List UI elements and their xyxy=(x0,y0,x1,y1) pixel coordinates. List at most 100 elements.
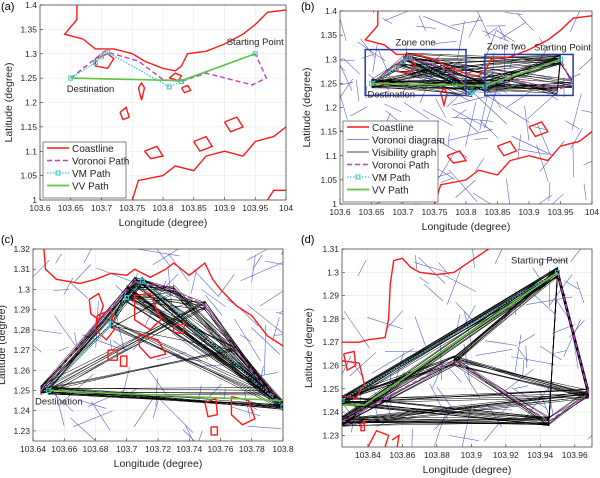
y-tick-label: 1.25 xyxy=(20,73,37,83)
coastline xyxy=(342,360,366,399)
voronoi-diagram-edge xyxy=(365,85,367,99)
x-axis-label: Longitude (degree) xyxy=(423,464,512,476)
voronoi-path xyxy=(342,272,590,423)
voronoi-diagram-edge xyxy=(37,330,62,334)
coastline xyxy=(143,145,165,160)
y-tick-label: 1.15 xyxy=(320,127,337,137)
y-tick-label: 1.4 xyxy=(325,6,337,16)
x-tick-label: 103.95 xyxy=(548,207,574,217)
voronoi-diagram-edge xyxy=(246,249,267,261)
axes-frame xyxy=(341,248,593,448)
voronoi-diagram-edge xyxy=(163,273,179,289)
visibility-graph-edge xyxy=(371,53,407,85)
voronoi-diagram-edge xyxy=(525,345,528,369)
coastline xyxy=(204,397,219,418)
x-tick-label: 103.95 xyxy=(242,203,268,213)
voronoi-diagram-edge xyxy=(472,249,475,268)
legend-entry: Visibility graph xyxy=(372,148,436,159)
visibility-graph-edge xyxy=(267,386,283,409)
voronoi-diagram-edge xyxy=(239,334,252,342)
visibility-graph-edge xyxy=(142,280,174,294)
visibility-graph-edge xyxy=(548,396,589,422)
y-tick-label: 1 xyxy=(32,195,37,205)
voronoi-diagram-edge xyxy=(411,428,413,447)
visibility-graph-edge xyxy=(484,56,561,83)
visibility-graph-edge xyxy=(548,271,558,427)
y-tick-label: 1.24 xyxy=(13,406,30,416)
voronoi-diagram-edge xyxy=(514,385,529,389)
visibility-graph-edge xyxy=(173,291,268,393)
visibility-graph-edge xyxy=(40,387,268,389)
visibility-graph-edge xyxy=(342,268,558,397)
visibility-graph-edge xyxy=(465,63,561,81)
visibility-graph-edge xyxy=(342,393,589,421)
voronoi-diagram-edge xyxy=(386,310,403,330)
y-tick-label: 1.35 xyxy=(20,24,37,34)
coastline xyxy=(360,420,366,432)
axes-frame xyxy=(339,10,593,205)
coastline xyxy=(496,140,518,157)
voronoi-diagram-edge xyxy=(351,360,362,376)
voronoi-diagram-edge xyxy=(372,43,378,73)
visibility-graph-edge xyxy=(342,404,549,425)
y-tick-label: 1 xyxy=(332,199,337,209)
x-tick-label: 103.96 xyxy=(562,450,588,460)
voronoi-diagram-edge xyxy=(385,110,398,121)
voronoi-diagram-edge xyxy=(418,256,446,284)
voronoi-diagram-edge xyxy=(251,327,281,355)
voronoi-diagram-edge xyxy=(565,120,580,130)
voronoi-diagram-edge xyxy=(499,22,526,40)
visibility-graph-edge xyxy=(342,356,455,422)
vm-path-marker xyxy=(108,321,114,327)
voronoi-diagram-edge xyxy=(340,78,354,98)
voronoi-diagram-edge xyxy=(487,95,530,123)
voronoi-diagram-edge xyxy=(223,388,226,399)
x-tick-label: 103.6 xyxy=(29,203,51,213)
voronoi-diagram-edge xyxy=(449,368,462,383)
visibility-graph-edge xyxy=(342,393,589,420)
x-tick-label: 103.6 xyxy=(329,207,351,217)
voronoi-diagram-edge xyxy=(190,270,197,294)
x-tick-label: 103.78 xyxy=(239,444,265,454)
panel-label: (c) xyxy=(1,234,14,246)
voronoi-diagram-edge xyxy=(494,249,503,264)
visibility-graph-edge xyxy=(342,404,549,425)
vm-path-marker xyxy=(139,278,145,284)
visibility-graph-edge xyxy=(454,364,589,399)
visibility-graph-edge xyxy=(126,301,237,355)
visibility-graph-edge xyxy=(134,276,143,285)
y-tick-label: 1.31 xyxy=(322,244,339,254)
panel-label: (a) xyxy=(1,1,14,13)
y-tick-label: 1.2 xyxy=(25,98,37,108)
y-tick-label: 1.29 xyxy=(322,291,339,301)
x-tick-label: 103.7 xyxy=(116,444,138,454)
voronoi-diagram-edge xyxy=(340,81,354,86)
coastline xyxy=(63,5,286,72)
voronoi-diagram-edge xyxy=(198,430,203,441)
legend-box xyxy=(42,141,127,199)
voronoi-diagram-edge xyxy=(539,345,562,361)
visibility-graph-edge xyxy=(48,306,205,395)
voronoi-diagram-edge xyxy=(54,315,76,346)
coastline xyxy=(342,249,489,343)
visibility-graph-edge xyxy=(134,279,205,310)
y-tick-label: 1.27 xyxy=(322,337,339,347)
voronoi-diagram-edge xyxy=(495,29,516,43)
voronoi-diagram-edge xyxy=(476,349,513,356)
visibility-graph-edge xyxy=(342,416,549,427)
voronoi-diagram-edge xyxy=(110,339,112,350)
voronoi-diagram-edge xyxy=(518,333,536,345)
visibility-graph-edge xyxy=(342,393,589,423)
y-tick-label: 1.05 xyxy=(20,171,37,181)
voronoi-diagram-edge xyxy=(480,120,499,139)
y-axis-label: Latitude (degree) xyxy=(0,305,8,385)
visibility-graph-edge xyxy=(342,273,558,422)
visibility-graph-edge xyxy=(48,387,283,410)
visibility-graph-edge xyxy=(40,293,127,394)
x-tick-label: 103.68 xyxy=(83,444,109,454)
y-tick-label: 1.3 xyxy=(325,54,337,64)
y-tick-label: 1.27 xyxy=(13,345,30,355)
legend-entry: Voronoi Path xyxy=(72,157,129,168)
voronoi-diagram-edge xyxy=(63,277,74,295)
coastline xyxy=(223,116,245,133)
